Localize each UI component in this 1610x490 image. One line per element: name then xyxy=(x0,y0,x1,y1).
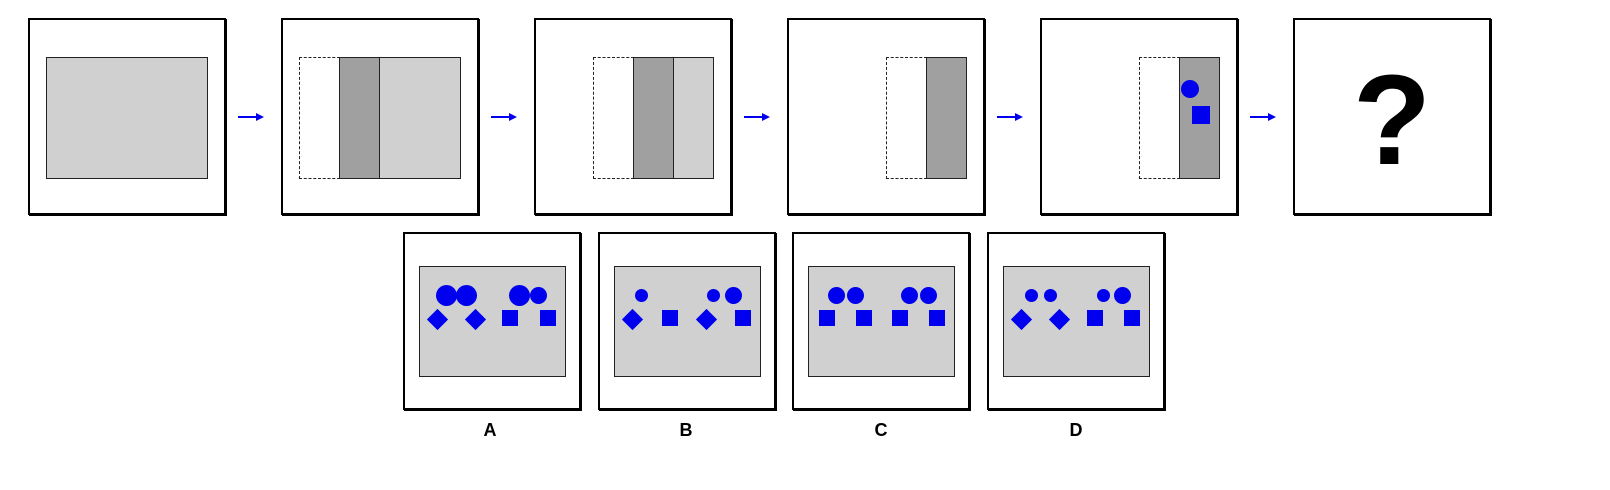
blue-square xyxy=(735,310,751,326)
arrow-right-icon xyxy=(1250,113,1276,121)
blue-square xyxy=(856,310,872,326)
blue-square xyxy=(929,310,945,326)
dark-gray-strip xyxy=(633,57,674,179)
dashed-outline-strip xyxy=(299,57,340,179)
sequence-panel-2 xyxy=(281,18,479,215)
arrow-right-icon xyxy=(238,113,264,121)
sequence-panel-5 xyxy=(1040,18,1238,215)
blue-circle xyxy=(1044,289,1057,302)
question-mark: ? xyxy=(1352,49,1432,192)
blue-circle xyxy=(1181,80,1199,98)
blue-square xyxy=(819,310,835,326)
blue-square xyxy=(540,310,556,326)
blue-circle xyxy=(436,285,457,306)
blue-circle xyxy=(725,287,742,304)
dark-gray-strip xyxy=(339,57,380,179)
blue-diamond xyxy=(1010,308,1033,331)
option-c-panel[interactable] xyxy=(792,232,970,410)
blue-circle xyxy=(828,287,845,304)
blue-circle xyxy=(456,285,477,306)
arrow-right-icon xyxy=(744,113,770,121)
sequence-panel-3 xyxy=(534,18,732,215)
gray-rectangle xyxy=(1003,266,1150,377)
arrow-right-icon xyxy=(491,113,517,121)
dark-gray-strip xyxy=(926,57,967,179)
blue-diamond xyxy=(621,308,644,331)
dashed-outline-strip xyxy=(1139,57,1180,179)
blue-diamond xyxy=(426,308,449,331)
question-panel: ? xyxy=(1293,18,1491,215)
blue-square xyxy=(1087,310,1103,326)
dashed-outline-strip xyxy=(886,57,927,179)
light-gray-strip xyxy=(379,57,461,179)
blue-circle xyxy=(901,287,918,304)
option-d-panel[interactable] xyxy=(987,232,1165,410)
sequence-panel-4 xyxy=(787,18,985,215)
gray-rectangle xyxy=(614,266,761,377)
option-a-panel[interactable] xyxy=(403,232,581,410)
blue-square xyxy=(662,310,678,326)
option-b-panel[interactable] xyxy=(598,232,776,410)
option-b-label: B xyxy=(679,420,693,440)
blue-circle xyxy=(509,285,530,306)
option-c-label: C xyxy=(874,420,888,440)
blue-circle xyxy=(847,287,864,304)
blue-square xyxy=(892,310,908,326)
arrow-right-icon xyxy=(997,113,1023,121)
dashed-outline-strip xyxy=(593,57,634,179)
blue-square xyxy=(1192,106,1210,124)
gray-rectangle xyxy=(419,266,566,377)
light-gray-strip xyxy=(673,57,714,179)
blue-diamond xyxy=(464,308,487,331)
blue-circle xyxy=(1097,289,1110,302)
blue-diamond xyxy=(1048,308,1071,331)
blue-circle xyxy=(920,287,937,304)
sequence-panel-1 xyxy=(28,18,226,215)
gray-rectangle xyxy=(808,266,955,377)
option-a-label: A xyxy=(483,420,497,440)
blue-circle xyxy=(707,289,720,302)
blue-square xyxy=(1124,310,1140,326)
option-d-label: D xyxy=(1069,420,1083,440)
blue-circle xyxy=(635,289,648,302)
blue-square xyxy=(502,310,518,326)
gray-rectangle xyxy=(46,57,208,179)
blue-circle xyxy=(530,287,547,304)
blue-diamond xyxy=(695,308,718,331)
blue-circle xyxy=(1025,289,1038,302)
blue-circle xyxy=(1114,287,1131,304)
